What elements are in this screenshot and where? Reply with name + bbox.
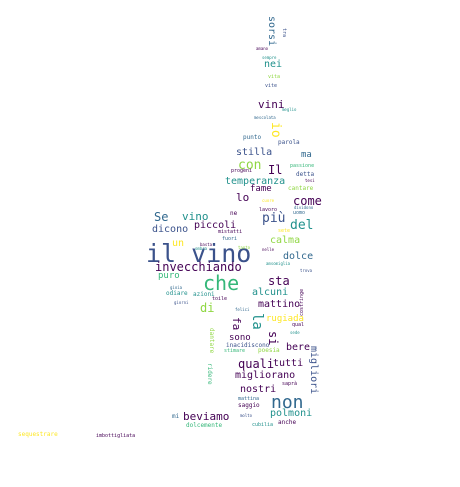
word-cantare: cantare bbox=[288, 185, 314, 192]
word-quali: quali bbox=[238, 357, 275, 371]
word-che: che bbox=[203, 271, 240, 295]
word-la: la bbox=[249, 313, 265, 330]
word-tanto: tanto bbox=[238, 245, 251, 250]
word-anche: anche bbox=[278, 419, 297, 426]
word-il-vino: il vino bbox=[146, 239, 252, 268]
word-passione: passione bbox=[290, 163, 315, 169]
word-fuori: fuori bbox=[222, 236, 238, 242]
word-meglio: meglio bbox=[282, 107, 297, 112]
word-saprà: saprà bbox=[282, 381, 298, 387]
word-detta: detta bbox=[296, 171, 315, 178]
word-nei: nei bbox=[264, 59, 283, 70]
word-nostri: nostri bbox=[240, 384, 277, 395]
word-vite: vite bbox=[265, 83, 278, 89]
word-amsomiglia: amsomiglia bbox=[266, 261, 291, 266]
word-dolcemente: dolcemente bbox=[186, 422, 223, 429]
word-beviamo: beviamo bbox=[183, 410, 230, 423]
word-ne: ne bbox=[230, 210, 238, 217]
word-punto: punto bbox=[243, 134, 262, 141]
word-sta: sta bbox=[268, 274, 290, 288]
word-invecchiando: invecchiando bbox=[155, 260, 242, 274]
word-rugiada: rugiada bbox=[266, 314, 304, 324]
word-piccoli: piccoli bbox=[194, 220, 237, 231]
word-sempre: sempre bbox=[262, 55, 277, 60]
word-poesia: poesia bbox=[258, 347, 280, 354]
word-stilla: stilla bbox=[236, 147, 273, 158]
word-puro: puro bbox=[158, 271, 180, 281]
word-ombra: ombra bbox=[195, 246, 208, 251]
word-felici: felici bbox=[235, 307, 250, 312]
word-un: un bbox=[172, 238, 185, 249]
word-trova: trova bbox=[300, 268, 313, 273]
word-azioni: azioni bbox=[193, 291, 215, 298]
word-cubilia: cubilia bbox=[252, 422, 274, 428]
word-lo: lo bbox=[236, 191, 250, 204]
word-del: del bbox=[290, 218, 314, 233]
word-ma: ma bbox=[301, 150, 312, 160]
word-con: con bbox=[238, 158, 262, 173]
word-vini: vini bbox=[258, 98, 285, 111]
word-dantare: dantare bbox=[208, 328, 215, 354]
word-sorsi: sorsi bbox=[266, 16, 277, 47]
word-vita: vita bbox=[268, 74, 281, 80]
word-costringe: costringe bbox=[299, 288, 305, 316]
word-sequestrare: sequestrare bbox=[18, 431, 58, 438]
word-il: Il bbox=[268, 163, 283, 177]
word-di: di bbox=[200, 301, 215, 315]
word-bere: bere bbox=[286, 342, 311, 353]
word-progeni: progeni bbox=[231, 168, 253, 174]
word-fa: fa bbox=[230, 317, 243, 331]
word-nelle: nelle bbox=[262, 247, 275, 252]
word-dicono: dicono bbox=[152, 224, 189, 235]
word-gioia: gioia bbox=[170, 285, 183, 290]
word-io: io bbox=[268, 122, 283, 138]
word-amano: amano bbox=[256, 46, 269, 51]
word-mistatti: mistatti bbox=[218, 229, 243, 235]
word-temperanza: temperanza bbox=[225, 176, 286, 187]
word-dividono: dividono bbox=[294, 205, 314, 210]
word-mi: mi bbox=[172, 413, 180, 420]
word-ridere: ridere bbox=[206, 363, 213, 385]
word-parola: parola bbox=[278, 139, 300, 146]
word-mattina: mattina bbox=[238, 396, 260, 402]
word-tra: tra bbox=[281, 28, 287, 38]
word-calma: calma bbox=[270, 235, 301, 246]
word-odiare: odiare bbox=[166, 290, 188, 297]
word-basta: basta bbox=[200, 242, 213, 247]
word-lavoro: lavoro bbox=[259, 207, 278, 213]
word-saggio: saggio bbox=[238, 402, 260, 409]
word-se: Se bbox=[154, 210, 169, 224]
word-mattino: mattino bbox=[258, 299, 301, 310]
word-polmoni: polmoni bbox=[270, 408, 313, 419]
word-imbottigliata: imbottigliata bbox=[96, 433, 136, 439]
word-toile: toile bbox=[212, 296, 228, 302]
word-cuore: cuore bbox=[262, 198, 275, 203]
word-migliori: migliori bbox=[308, 346, 319, 395]
word-mescolata: mescolata bbox=[254, 115, 276, 120]
word-migliorano: migliorano bbox=[235, 370, 296, 381]
word-tutti: tutti bbox=[273, 358, 304, 369]
word-qual: qual bbox=[292, 322, 305, 328]
word-fame: fame bbox=[250, 184, 272, 194]
word-uomo: uomo bbox=[293, 210, 306, 216]
word-alcuni: alcuni bbox=[252, 287, 289, 298]
word-tesi: tesi bbox=[305, 178, 315, 183]
word-come: come bbox=[293, 194, 322, 208]
word-sete: sete bbox=[278, 228, 291, 234]
word-stimare: stimare bbox=[224, 348, 246, 354]
word-sono: sono bbox=[229, 333, 251, 343]
word-vino: vino bbox=[182, 210, 209, 223]
word-inacidiscono: inacidiscono bbox=[226, 342, 270, 349]
word-giorni: giorni bbox=[174, 300, 189, 305]
word-dolce: dolce bbox=[283, 251, 314, 262]
word-piu: più bbox=[262, 211, 286, 226]
word-sede: sede bbox=[290, 330, 300, 335]
word-non: non bbox=[271, 392, 304, 413]
word-molto: molto bbox=[240, 413, 253, 418]
